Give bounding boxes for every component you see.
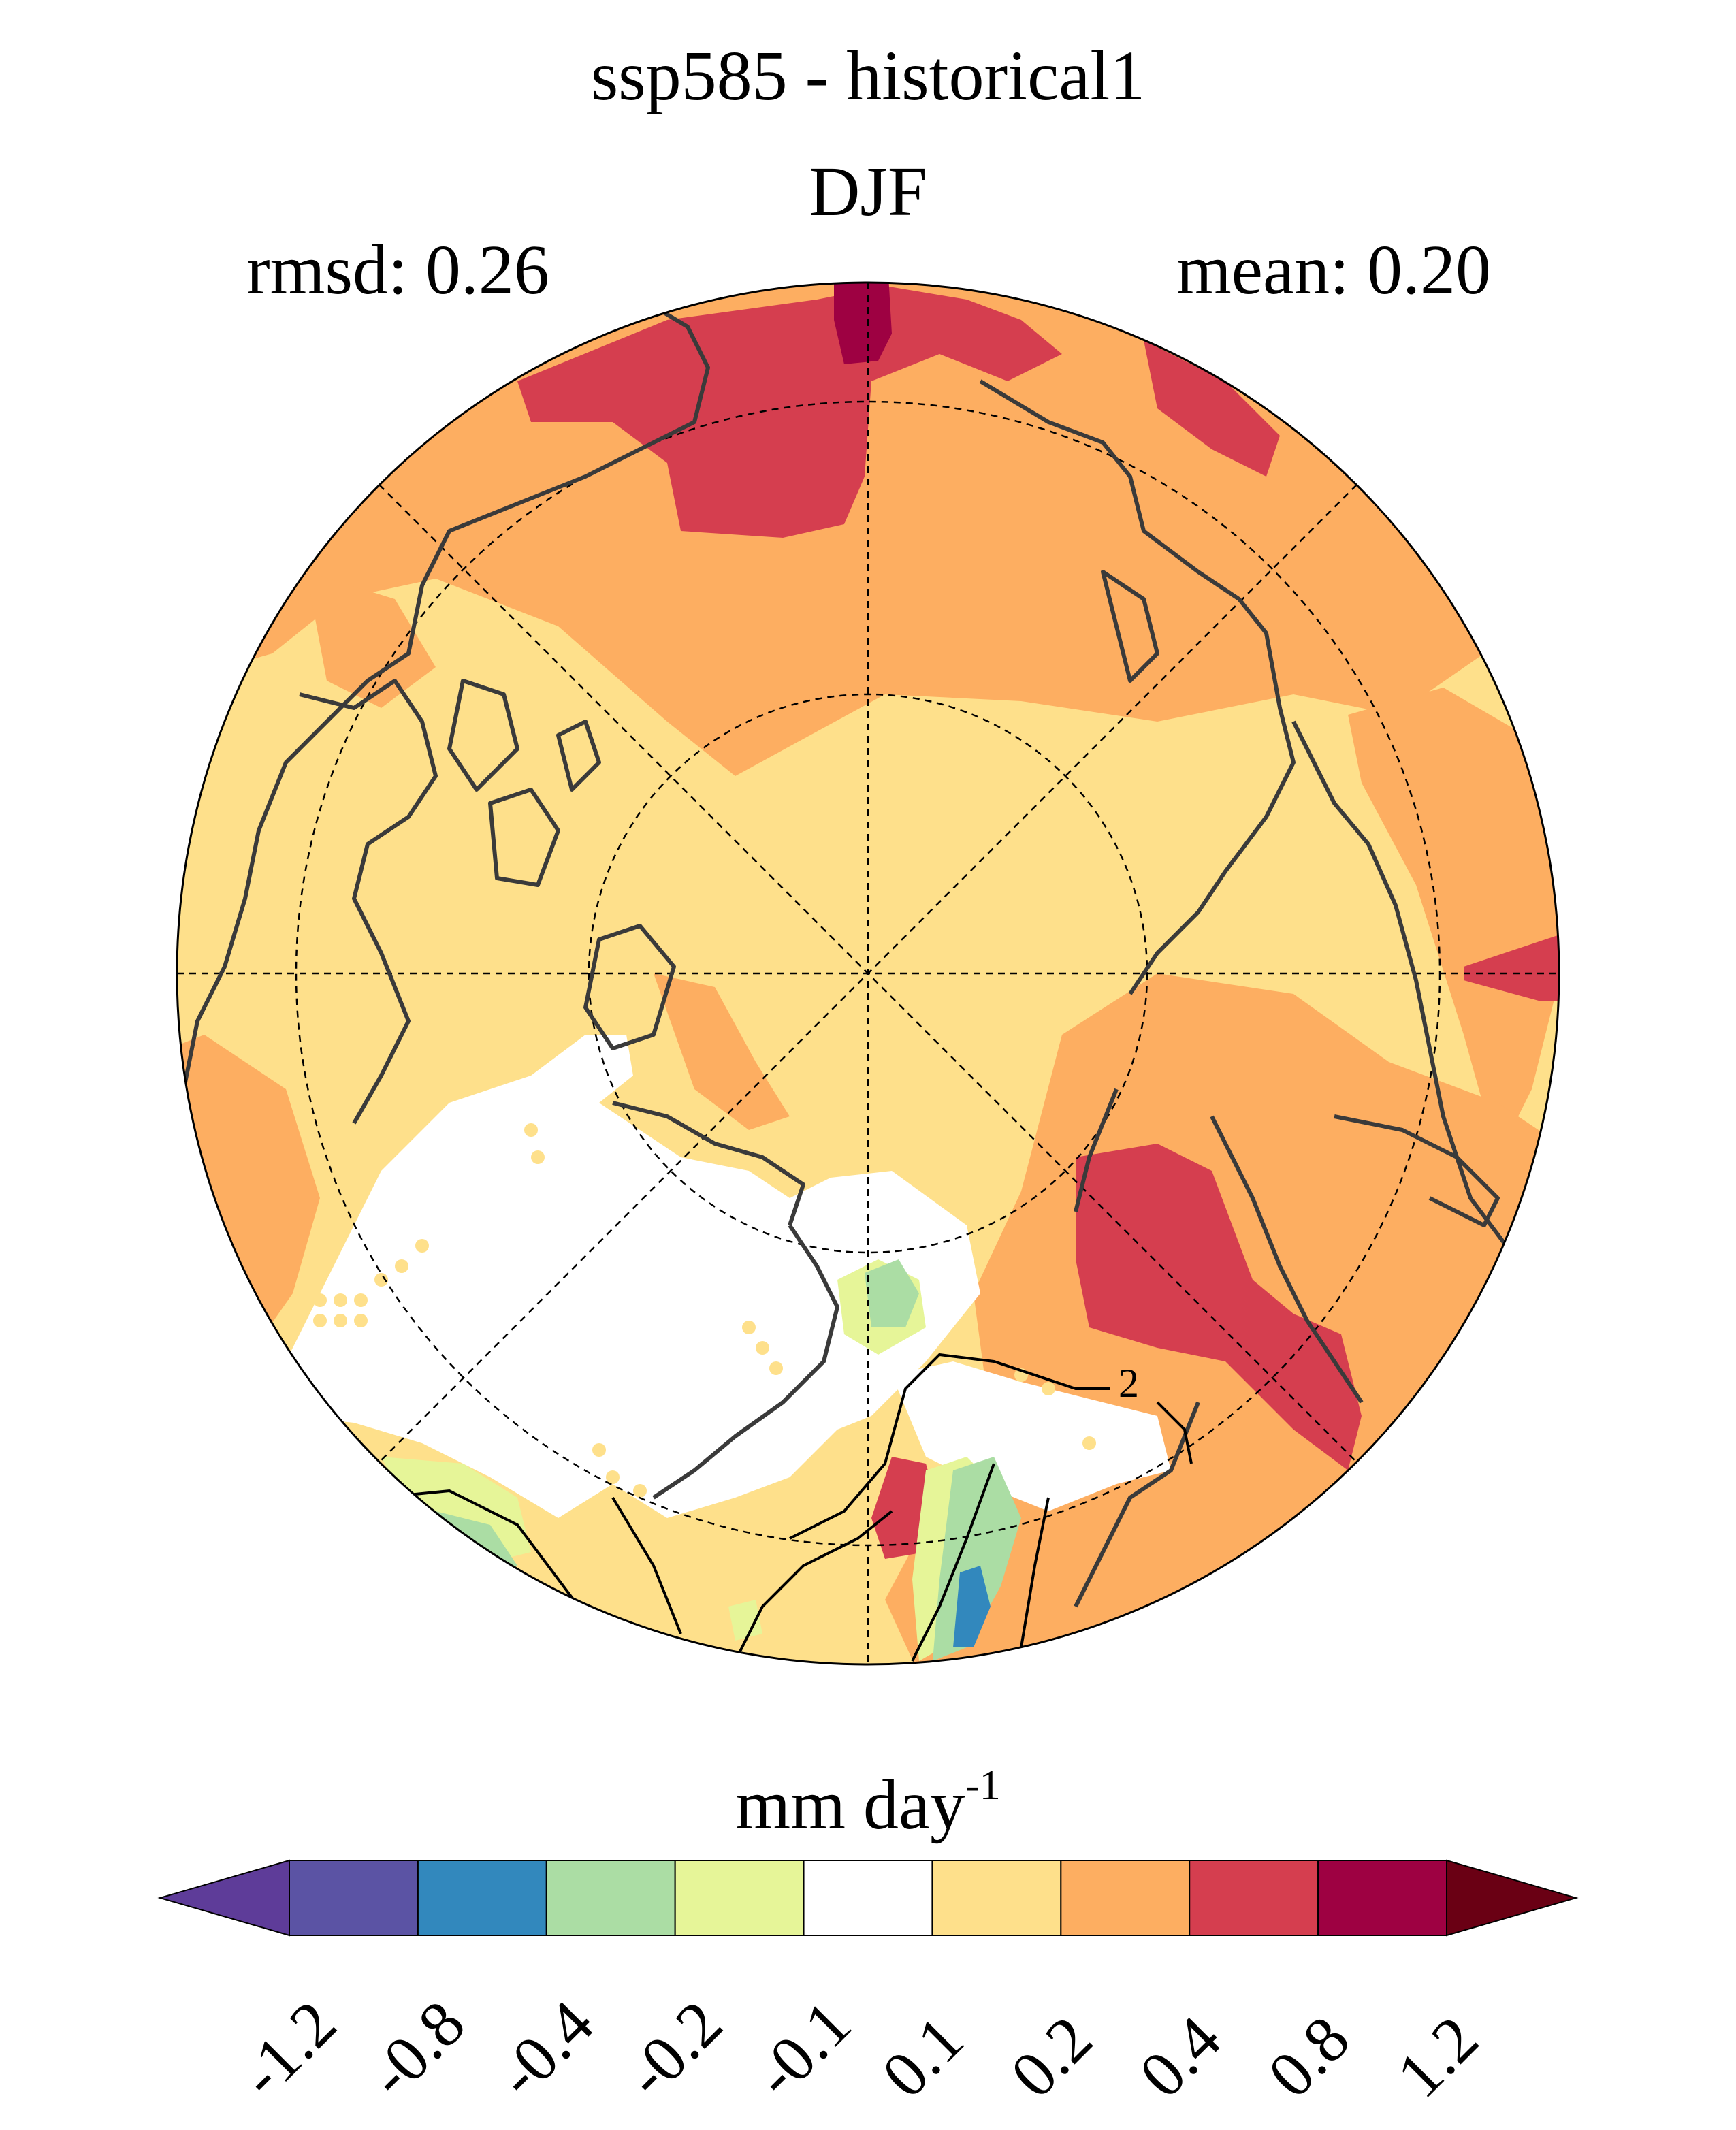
- colorbar-box: [674, 1860, 805, 1936]
- colorbar-box: [931, 1860, 1062, 1936]
- field-0.2-0.4-canada: [654, 973, 790, 1130]
- map-title: ssp585 - historical1: [590, 37, 1146, 115]
- contour-label: 2: [1119, 1361, 1139, 1406]
- colorbar-box: [289, 1860, 419, 1936]
- field-neg-0.4-b: [933, 1457, 1021, 1661]
- colorbar-box: [545, 1860, 676, 1936]
- field-0.2-0.4-east: [1348, 688, 1559, 1157]
- units-exponent: -1: [965, 1762, 1001, 1809]
- field-white: [286, 1035, 980, 1518]
- field-neg-0.2-d: [728, 1600, 762, 1641]
- coastlines: [182, 304, 1513, 1608]
- colorbar-units: mm day-1: [0, 1764, 1736, 1841]
- field-0.8-1.2-north: [834, 283, 892, 364]
- colorbar-box: [417, 1860, 547, 1936]
- field-0.4-0.8-northeast: [1144, 340, 1280, 477]
- colorbar-box: [1060, 1860, 1191, 1936]
- graticule: [177, 283, 1559, 1664]
- map-border: [176, 281, 1560, 1666]
- rmsd-label: rmsd: 0.26: [246, 231, 549, 309]
- colorbar-box: [1189, 1860, 1319, 1936]
- field-0.4-0.8-east: [1464, 933, 1559, 1001]
- mean-label: mean: 0.20: [1176, 231, 1491, 309]
- colorbar-extend-low: [157, 1859, 290, 1937]
- units-base: mm day: [735, 1766, 966, 1844]
- field-0.2-0.4-northwest: [306, 572, 436, 708]
- field-neg-0.8: [953, 1566, 991, 1647]
- field-0.4-0.8-siberia: [1076, 1144, 1362, 1470]
- colorbar: [157, 1859, 1579, 1937]
- field-neg-0.4-a: [865, 1259, 919, 1327]
- colorbar-extend-high: [1446, 1859, 1579, 1937]
- colorbar-box: [803, 1860, 933, 1936]
- stippling: [313, 1123, 1096, 1498]
- field-0.4-0.8-north: [517, 286, 1062, 538]
- season-label: DJF: [809, 152, 927, 231]
- colorbar-box: [1317, 1860, 1447, 1936]
